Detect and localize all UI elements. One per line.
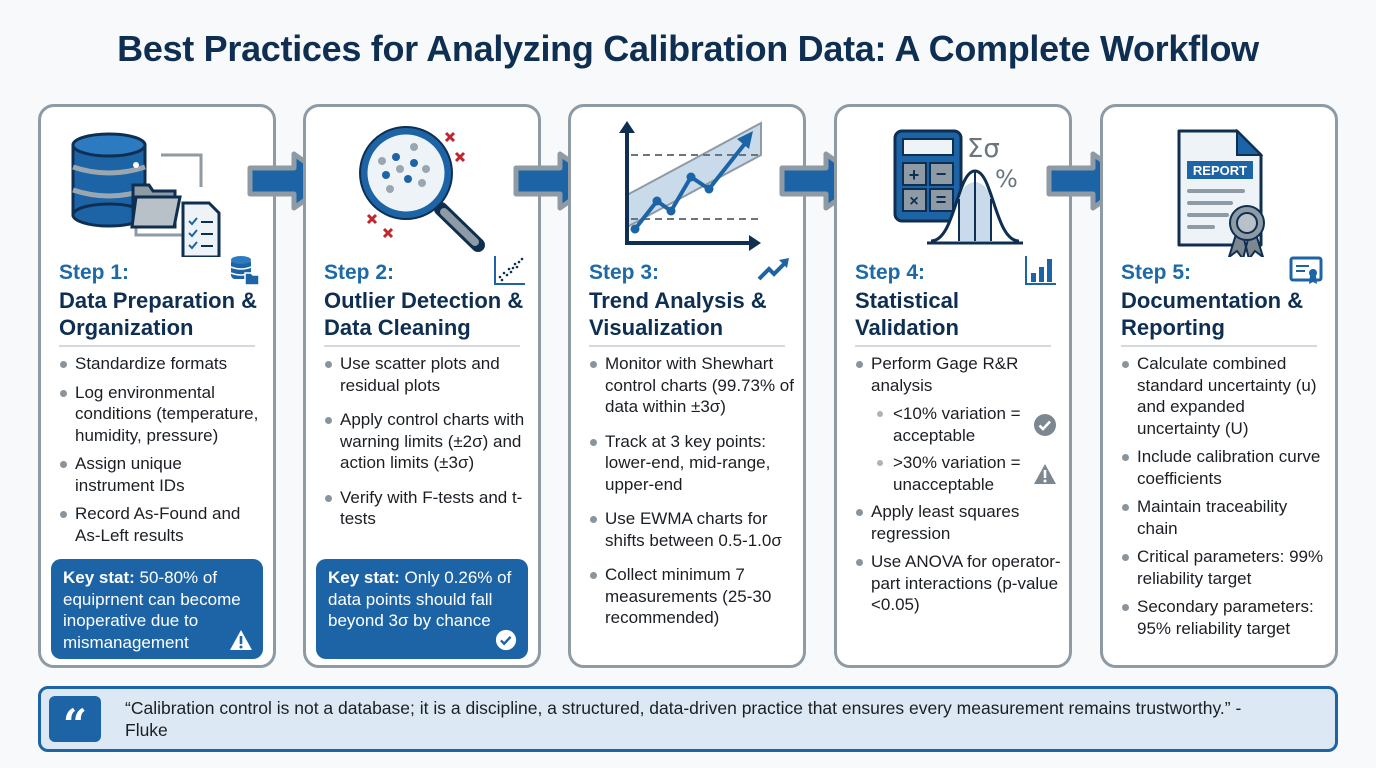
bullet-item: Secondary parameters: 95% reliability ta… <box>1121 596 1327 639</box>
divider <box>1121 345 1317 347</box>
sub-bullet-text: >30% variation = unacceptable <box>893 453 1021 494</box>
key-stat-box: Key stat: 50-80% of equiprnent can becom… <box>51 559 263 659</box>
step-title: Trend Analysis & Visualization <box>589 288 767 340</box>
divider <box>855 345 1051 347</box>
bullet-item: Use scatter plots and residual plots <box>324 353 530 396</box>
bullet-item: Standardize formats <box>59 353 265 375</box>
check-circle-icon <box>1034 414 1056 436</box>
bullet-list: Monitor with Shewhart control charts (99… <box>589 353 795 636</box>
bullet-list: Calculate combined standard uncertainty … <box>1121 353 1327 646</box>
sigma-icon: Σσ <box>967 134 1000 164</box>
bullet-item: Collect minimum 7 measurements (25-30 re… <box>589 564 795 629</box>
step-card-1: Step 1: Data Preparation & Organization … <box>38 104 276 668</box>
bullet-item: Use EWMA charts for shifts between 0.5-1… <box>589 508 795 551</box>
page-title: Best Practices for Analyzing Calibration… <box>117 28 1259 69</box>
step-label: Step 2: <box>324 261 395 284</box>
percent-icon: % <box>995 165 1018 193</box>
certificate-icon <box>1289 256 1323 284</box>
trend-arrow-icon <box>757 258 789 281</box>
bullet-item: Maintain traceability chain <box>1121 496 1327 539</box>
svg-text:−: − <box>936 164 947 184</box>
bullet-item: Apply least squares regression <box>855 501 1061 544</box>
step-label: Step 1: <box>59 261 130 284</box>
magnifier-scatter-icon <box>359 126 485 252</box>
step-title: Documentation & Reporting <box>1121 288 1304 340</box>
bullet-item: Calculate combined standard uncertainty … <box>1121 353 1327 439</box>
step-card-5: REPORT Step 5: Documentation & Reporting… <box>1100 104 1338 668</box>
divider <box>589 345 785 347</box>
step-title: Data Preparation & Organization <box>59 288 258 340</box>
step-title: Outlier Detection & Data Cleaning <box>324 288 524 340</box>
database-folder-checklist-icon <box>71 132 221 257</box>
bullet-item: Use ANOVA for operator-part interactions… <box>855 551 1061 616</box>
scatter-plot-icon <box>494 256 525 285</box>
bullet-item: Track at 3 key points: lower-end, mid-ra… <box>589 431 795 496</box>
step-label: Step 4: <box>855 261 926 284</box>
step-label: Step 5: <box>1121 261 1192 284</box>
bullet-item: Log environmental conditions (temperatur… <box>59 382 265 447</box>
bullet-list: Use scatter plots and residual plots App… <box>324 353 530 537</box>
bullet-item: Include calibration curve coefficients <box>1121 446 1327 489</box>
database-folder-icon <box>230 256 260 286</box>
sub-bullet-item: >30% variation = unacceptable <box>855 452 1061 495</box>
warning-icon <box>230 630 252 650</box>
bullet-item: Verify with F-tests and t-tests <box>324 487 530 530</box>
bullet-list: Standardize formats Log environmental co… <box>59 353 265 553</box>
warning-icon <box>1034 464 1056 484</box>
step-card-4: + − × = Σσ % Step 4: Statistical Validat… <box>834 104 1072 668</box>
bullet-item: Apply control charts with warning limits… <box>324 409 530 474</box>
step-label: Step 3: <box>589 261 660 284</box>
bullet-item: Record As-Found and As-Left results <box>59 503 265 546</box>
quote-text: “Calibration control is not a database; … <box>125 698 1242 740</box>
sub-bullet-text: <10% variation = acceptable <box>893 404 1021 445</box>
bullet-item: Critical parameters: 99% reliability tar… <box>1121 546 1327 589</box>
trend-chart-icon <box>619 121 762 251</box>
sub-bullet-item: <10% variation = acceptable <box>855 403 1061 446</box>
step-title: Statistical Validation <box>855 288 959 340</box>
svg-text:=: = <box>936 190 947 210</box>
check-circle-icon <box>495 629 517 651</box>
report-certificate-icon: REPORT <box>1177 128 1265 257</box>
quote-mark-icon: “ <box>49 696 101 749</box>
quote-banner: “ “Calibration control is not a database… <box>38 686 1338 752</box>
bullet-item: Perform Gage R&R analysis <box>855 353 1061 396</box>
svg-text:+: + <box>909 165 920 185</box>
step-card-3: Step 3: Trend Analysis & Visualization M… <box>568 104 806 668</box>
bar-chart-icon <box>1025 256 1056 285</box>
bullet-item: Assign unique instrument IDs <box>59 453 265 496</box>
step-card-2: Step 2: Outlier Detection & Data Cleanin… <box>303 104 541 668</box>
key-stat-label: Key stat: <box>63 568 135 587</box>
bullet-item: Monitor with Shewhart control charts (99… <box>589 353 795 418</box>
key-stat-text: 50-80% of equiprnent can become inoperat… <box>63 568 241 652</box>
key-stat-label: Key stat: <box>328 568 400 587</box>
svg-text:×: × <box>909 193 918 210</box>
key-stat-box: Key stat: Only 0.26% of data points shou… <box>316 559 528 659</box>
key-stat-text: Only 0.26% of data points should fall be… <box>328 568 512 630</box>
divider <box>324 345 520 347</box>
bullet-list: Perform Gage R&R analysis <10% variation… <box>855 353 1061 623</box>
calculator-bell-curve-icon: + − × = Σσ % <box>893 129 1023 245</box>
svg-text:REPORT: REPORT <box>1193 163 1247 178</box>
divider <box>59 345 255 347</box>
